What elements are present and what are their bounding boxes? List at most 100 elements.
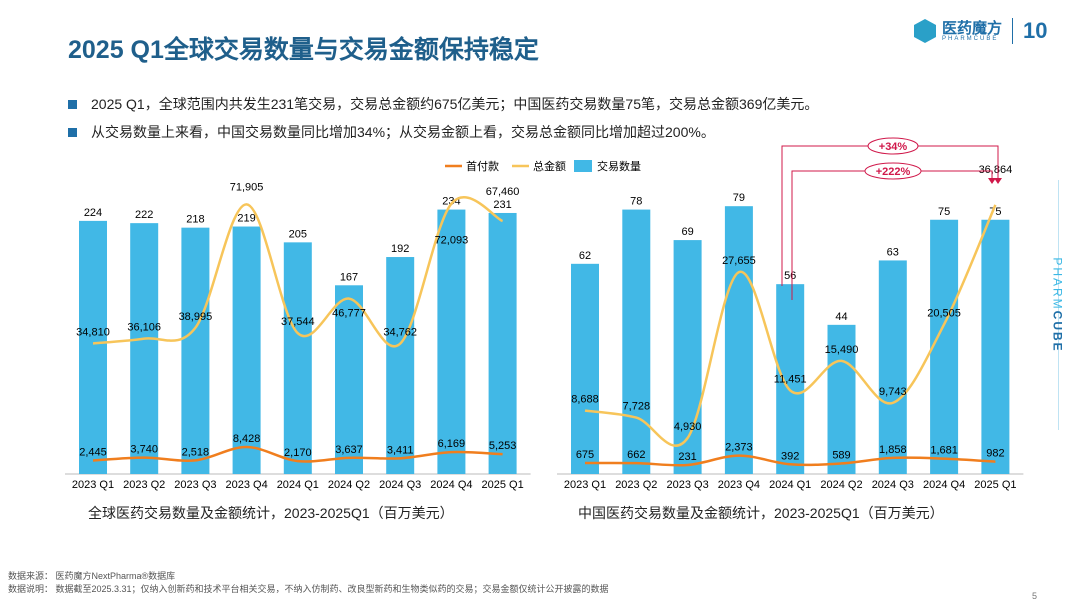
bar bbox=[878, 260, 907, 474]
bar bbox=[232, 226, 261, 474]
bar bbox=[386, 257, 415, 474]
bar bbox=[673, 240, 702, 474]
bar bbox=[724, 206, 753, 474]
x-tick-label: 2024 Q1 bbox=[769, 479, 811, 491]
bar bbox=[981, 219, 1010, 474]
upfront-label: 982 bbox=[986, 448, 1004, 460]
total-amount-label: 9,743 bbox=[879, 386, 907, 398]
bar-label: 69 bbox=[681, 226, 693, 238]
bar bbox=[181, 227, 210, 474]
upfront-label: 3,411 bbox=[387, 444, 414, 456]
logo-name: 医药魔方 bbox=[942, 19, 1003, 37]
x-tick-label: 2025 Q1 bbox=[481, 479, 523, 491]
x-tick-label: 2025 Q1 bbox=[974, 479, 1016, 491]
total-amount-label: 4,930 bbox=[674, 421, 702, 433]
legend-count-swatch bbox=[574, 160, 592, 172]
x-tick-label: 2023 Q4 bbox=[225, 479, 267, 491]
bar bbox=[776, 284, 805, 474]
total-amount-label: 37,544 bbox=[281, 316, 315, 328]
upfront-label: 2,170 bbox=[284, 447, 312, 459]
total-amount-label: 46,777 bbox=[332, 308, 366, 320]
footer-source: 数据来源： 医药魔方NextPharma®数据库 bbox=[8, 571, 176, 581]
legend-total-label: 总金额 bbox=[533, 159, 566, 173]
yoy-count-label: +34% bbox=[879, 141, 908, 153]
side-brand: PHARMCUBE bbox=[1051, 257, 1065, 352]
x-tick-label: 2023 Q1 bbox=[564, 479, 606, 491]
footer: 数据来源： 医药魔方NextPharma®数据库 数据说明： 数据截至2025.… bbox=[8, 570, 609, 596]
upfront-label: 392 bbox=[781, 450, 799, 462]
bar-label: 44 bbox=[835, 311, 847, 323]
bar bbox=[335, 285, 363, 474]
x-tick-label: 2023 Q2 bbox=[123, 479, 165, 491]
x-tick-label: 2024 Q2 bbox=[820, 479, 862, 491]
logo-divider bbox=[1012, 18, 1014, 44]
upfront-label: 662 bbox=[627, 449, 645, 461]
page-number: 5 bbox=[1032, 591, 1038, 601]
x-tick-label: 2024 Q1 bbox=[277, 479, 319, 491]
bullet-square-icon bbox=[68, 99, 77, 109]
total-amount-label: 34,762 bbox=[383, 327, 417, 339]
yoy-count-badge bbox=[867, 137, 919, 155]
total-amount-label: 38,995 bbox=[179, 311, 213, 323]
x-tick-label: 2024 Q4 bbox=[923, 479, 965, 491]
total-amount-label: 27,655 bbox=[722, 255, 756, 267]
yoy-amount-label: +222% bbox=[876, 166, 911, 178]
total-amount-label: 8,688 bbox=[571, 394, 599, 406]
bullet-square-icon bbox=[68, 127, 77, 137]
yoy-amount-badge bbox=[864, 162, 922, 180]
bar-label: 218 bbox=[186, 214, 204, 226]
bullet-text: 从交易数量上来看，中国交易数量同比增加34%；从交易金额上看，交易总金额同比增加… bbox=[91, 124, 715, 140]
x-tick-label: 2024 Q3 bbox=[379, 479, 421, 491]
x-tick-label: 2023 Q3 bbox=[174, 479, 216, 491]
upfront-label: 231 bbox=[678, 451, 696, 463]
upfront-label: 2,373 bbox=[725, 442, 753, 454]
global-chart-caption: 全球医药交易数量及金额统计，2023-2025Q1（百万美元） bbox=[88, 505, 454, 521]
bar-label: 205 bbox=[289, 228, 307, 240]
china-chart-caption: 中国医药交易数量及金额统计，2023-2025Q1（百万美元） bbox=[578, 505, 944, 521]
cube-logo-icon bbox=[914, 19, 936, 43]
x-tick-label: 2023 Q4 bbox=[718, 479, 760, 491]
legend-count-label: 交易数量 bbox=[597, 159, 641, 173]
upfront-label: 5,253 bbox=[489, 440, 517, 452]
bullet-text: 2025 Q1，全球范围内共发生231笔交易，交易总金额约675亿美元；中国医药… bbox=[91, 96, 819, 112]
bar-label: 63 bbox=[887, 246, 899, 258]
total-amount-line bbox=[92, 196, 504, 348]
logo-anniversary: 10 bbox=[1023, 18, 1048, 43]
total-amount-label: 34,810 bbox=[76, 326, 110, 338]
x-tick-label: 2023 Q2 bbox=[615, 479, 657, 491]
bar bbox=[488, 212, 517, 474]
total-amount-label: 15,490 bbox=[825, 344, 859, 356]
bullet-item: 从交易数量上来看，中国交易数量同比增加34%；从交易金额上看，交易总金额同比增加… bbox=[68, 118, 818, 146]
upfront-label: 2,445 bbox=[79, 446, 107, 458]
x-tick-label: 2023 Q3 bbox=[666, 479, 708, 491]
bar bbox=[283, 242, 312, 474]
upfront-label: 6,169 bbox=[438, 438, 466, 450]
side-brand-light: PHARM bbox=[1050, 257, 1065, 311]
total-amount-line bbox=[584, 204, 997, 447]
summary-bullets: 2025 Q1，全球范围内共发生231笔交易，交易总金额约675亿美元；中国医药… bbox=[68, 90, 818, 146]
bar bbox=[930, 219, 959, 474]
bar-label: 192 bbox=[391, 243, 409, 255]
upfront-line bbox=[92, 445, 503, 463]
total-amount-label: 36,864 bbox=[979, 164, 1013, 176]
bar bbox=[130, 223, 159, 474]
bar-label: 75 bbox=[938, 206, 950, 218]
bar bbox=[622, 209, 651, 474]
upfront-label: 3,637 bbox=[335, 444, 363, 456]
total-amount-label: 20,505 bbox=[927, 307, 961, 319]
bar bbox=[571, 263, 599, 474]
total-amount-label: 72,093 bbox=[435, 235, 469, 247]
bar-label: 62 bbox=[579, 250, 591, 262]
bar-label: 219 bbox=[237, 213, 255, 225]
total-amount-label: 7,728 bbox=[623, 401, 651, 413]
upfront-label: 2,518 bbox=[182, 446, 210, 458]
logo-sub: PHARMCUBE bbox=[942, 35, 999, 42]
bar-label: 167 bbox=[340, 271, 358, 283]
x-tick-label: 2024 Q3 bbox=[872, 479, 914, 491]
bar bbox=[79, 220, 107, 474]
bullet-item: 2025 Q1，全球范围内共发生231笔交易，交易总金额约675亿美元；中国医药… bbox=[68, 90, 818, 118]
upfront-label: 1,858 bbox=[879, 444, 907, 456]
total-amount-label: 36,106 bbox=[127, 322, 161, 334]
bar-label: 222 bbox=[135, 209, 153, 221]
bar bbox=[437, 209, 466, 474]
